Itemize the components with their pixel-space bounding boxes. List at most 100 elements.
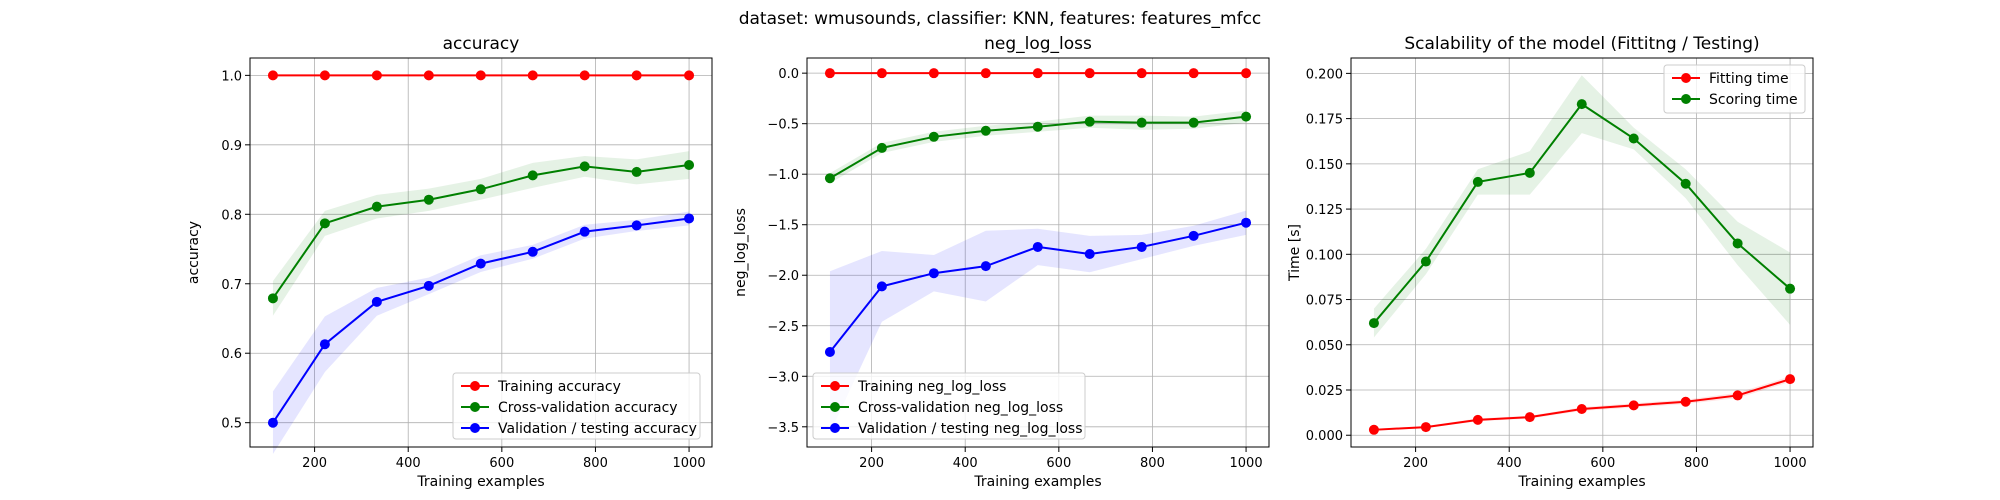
y-tick-label: 0.9 bbox=[221, 139, 242, 154]
legend-label: Cross-validation neg_log_loss bbox=[858, 400, 1063, 416]
data-point bbox=[475, 258, 486, 269]
data-point bbox=[980, 68, 991, 79]
data-point bbox=[527, 246, 538, 257]
data-point bbox=[824, 347, 835, 358]
data-point bbox=[267, 70, 278, 81]
data-point bbox=[928, 268, 939, 279]
x-tick-label: 200 bbox=[302, 456, 327, 471]
data-point bbox=[824, 173, 835, 184]
data-point bbox=[1032, 121, 1043, 132]
y-tick-label: 0.6 bbox=[221, 347, 242, 362]
chart-title: neg_log_loss bbox=[984, 34, 1092, 54]
x-tick-label: 400 bbox=[1497, 456, 1522, 471]
y-tick-label: −1.0 bbox=[767, 168, 799, 183]
legend-label: Scoring time bbox=[1709, 92, 1798, 108]
data-point bbox=[684, 70, 695, 81]
x-tick-label: 200 bbox=[1403, 456, 1428, 471]
x-axis-label: Training examples bbox=[416, 474, 544, 490]
x-tick-label: 400 bbox=[953, 456, 978, 471]
y-tick-label: −3.0 bbox=[767, 370, 799, 385]
data-point bbox=[1084, 68, 1095, 79]
x-tick-label: 600 bbox=[489, 456, 514, 471]
data-point bbox=[1680, 178, 1691, 189]
x-tick-label: 1000 bbox=[673, 456, 706, 471]
data-point bbox=[1524, 412, 1535, 423]
data-point bbox=[876, 68, 887, 79]
y-tick-label: 1.0 bbox=[221, 69, 242, 84]
legend-box bbox=[452, 372, 701, 440]
y-axis-label: Time [s] bbox=[1287, 224, 1303, 282]
y-tick-label: −2.5 bbox=[767, 320, 799, 335]
data-point bbox=[876, 142, 887, 153]
data-point bbox=[371, 70, 382, 81]
data-point bbox=[1136, 241, 1147, 252]
data-point bbox=[423, 70, 434, 81]
x-tick-label: 200 bbox=[859, 456, 884, 471]
data-point bbox=[1188, 230, 1199, 241]
y-tick-label: 0.200 bbox=[1306, 67, 1343, 82]
data-point bbox=[1136, 117, 1147, 128]
x-tick-label: 600 bbox=[1046, 456, 1071, 471]
data-point bbox=[1628, 400, 1639, 411]
x-tick-label: 800 bbox=[583, 456, 608, 471]
data-point bbox=[267, 417, 278, 428]
legend-marker bbox=[830, 402, 840, 412]
y-tick-label: 0.150 bbox=[1306, 158, 1343, 173]
y-tick-label: 0.175 bbox=[1306, 113, 1343, 128]
data-point bbox=[1785, 374, 1796, 385]
chart-panel-1: 200 400 600 800 1000 −3.5 −3.0 −2.5 −2.0 −1.5 −1.0… bbox=[733, 34, 1270, 490]
x-tick-label: 400 bbox=[396, 456, 421, 471]
series-band bbox=[829, 210, 1247, 433]
legend-marker bbox=[830, 423, 840, 433]
data-point bbox=[631, 166, 642, 177]
data-point bbox=[980, 261, 991, 272]
data-point bbox=[1241, 111, 1252, 122]
series-band bbox=[1373, 75, 1791, 338]
chart-panel-2: 200 400 600 800 1000 0.000 0.025 0.050 0.075 0.10… bbox=[1287, 34, 1814, 490]
data-point bbox=[371, 296, 382, 307]
legend-marker bbox=[830, 381, 840, 391]
data-point bbox=[1524, 167, 1535, 178]
y-tick-label: 0.125 bbox=[1306, 203, 1343, 218]
data-point bbox=[1472, 176, 1483, 187]
data-point bbox=[423, 194, 434, 205]
data-point bbox=[475, 184, 486, 195]
y-tick-label: 0.025 bbox=[1306, 384, 1343, 399]
data-point bbox=[684, 159, 695, 170]
figure-title: dataset: wmusounds, classifier: KNN, fea… bbox=[739, 9, 1262, 29]
legend-label: Fitting time bbox=[1709, 71, 1789, 87]
chart-title: Scalability of the model (Fittitng / Tes… bbox=[1404, 34, 1759, 54]
legend: Training accuracy Cross-validation accura… bbox=[452, 372, 701, 440]
x-tick-label: 1000 bbox=[1774, 456, 1807, 471]
legend-label: Cross-validation accuracy bbox=[498, 400, 678, 416]
data-point bbox=[1732, 390, 1743, 401]
data-point bbox=[1188, 68, 1199, 79]
data-point bbox=[371, 201, 382, 212]
data-point bbox=[1368, 318, 1379, 329]
y-tick-label: 0.0 bbox=[778, 67, 799, 82]
data-point bbox=[928, 131, 939, 142]
legend-box bbox=[812, 372, 1086, 440]
data-point bbox=[1420, 256, 1431, 267]
data-point bbox=[928, 68, 939, 79]
y-tick-label: 0.5 bbox=[221, 417, 242, 432]
legend-marker bbox=[1681, 73, 1691, 83]
y-tick-label: −0.5 bbox=[767, 118, 799, 133]
legend-marker bbox=[1681, 94, 1691, 104]
series-band bbox=[829, 110, 1247, 184]
y-tick-label: 0.000 bbox=[1306, 429, 1343, 444]
legend-label: Training accuracy bbox=[497, 379, 621, 395]
legend: Fitting time Scoring time bbox=[1663, 64, 1806, 114]
data-point bbox=[1084, 249, 1095, 260]
legend-marker bbox=[470, 423, 480, 433]
data-point bbox=[631, 70, 642, 81]
chart-panels: 200 400 600 800 1000 0.5 0.6 0.7 0.8 0.9 1.0 accura… bbox=[186, 34, 1814, 490]
axes-frame bbox=[249, 57, 713, 448]
data-point bbox=[631, 220, 642, 231]
x-axis-label: Training examples bbox=[1517, 474, 1645, 490]
y-tick-label: 0.075 bbox=[1306, 294, 1343, 309]
data-point bbox=[1136, 68, 1147, 79]
data-point bbox=[579, 70, 590, 81]
data-point bbox=[527, 170, 538, 181]
